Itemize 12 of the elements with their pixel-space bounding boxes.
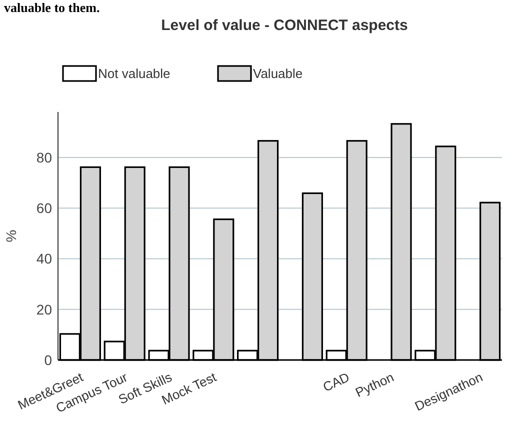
- y-axis-title: %: [3, 230, 19, 242]
- y-tick-label: 20: [36, 301, 52, 318]
- x-tick-label: CAD: [320, 369, 352, 395]
- legend-label: Not valuable: [98, 66, 170, 81]
- chart-title: Level of value - CONNECT aspects: [161, 17, 408, 34]
- text: valuable to them.: [4, 0, 100, 15]
- x-tick-label: Python: [353, 369, 396, 400]
- y-tick-label: 60: [36, 200, 52, 216]
- y-tick-label: 80: [36, 149, 52, 166]
- y-tick-label: 0: [44, 352, 52, 368]
- legend-label: Valuable: [253, 66, 303, 81]
- y-tick-label: 40: [36, 250, 52, 267]
